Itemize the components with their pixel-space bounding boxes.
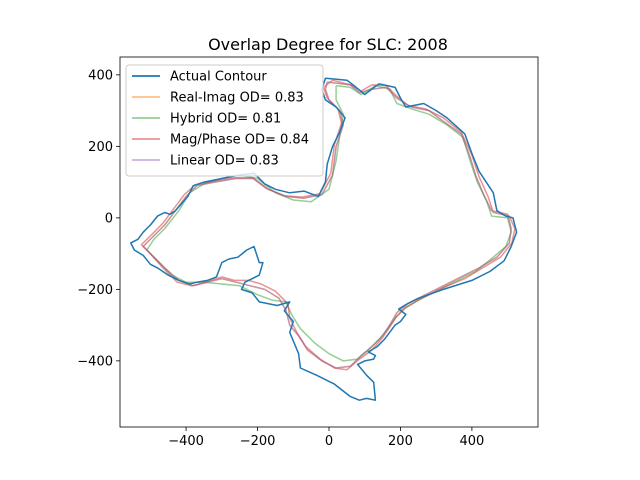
y-tick-label: −200 (77, 283, 113, 298)
legend: Actual Contour Real-Imag OD= 0.83 Hybrid O… (125, 64, 324, 177)
x-tick-label: 400 (459, 434, 484, 449)
series-group (129, 77, 518, 401)
series-line-2 (146, 84, 512, 362)
legend-label-1: Real-Imag OD= 0.83 (170, 91, 304, 106)
x-tick-label: −400 (168, 434, 204, 449)
y-tick-label: 200 (88, 140, 113, 155)
plot-area (129, 77, 518, 401)
legend-box (125, 64, 324, 177)
y-tick-label: −400 (77, 354, 113, 369)
legend-label-3: Mag/Phase OD= 0.84 (170, 133, 309, 148)
axes: −400 −200 0 200 400 −400 −200 0 200 400 (77, 56, 539, 449)
legend-label-0: Actual Contour (170, 70, 267, 85)
chart-title: Overlap Degree for SLC: 2008 (208, 35, 448, 54)
series-line-0 (129, 77, 518, 401)
series-line-4 (142, 81, 512, 369)
legend-label-4: Linear OD= 0.83 (170, 154, 279, 169)
x-tick-label: 200 (388, 434, 413, 449)
y-tick-label: 400 (88, 68, 113, 83)
x-tick-label: −200 (240, 434, 276, 449)
legend-label-2: Hybrid OD= 0.81 (170, 112, 281, 127)
x-tick-label: 0 (325, 434, 333, 449)
y-tick-label: 0 (105, 211, 113, 226)
